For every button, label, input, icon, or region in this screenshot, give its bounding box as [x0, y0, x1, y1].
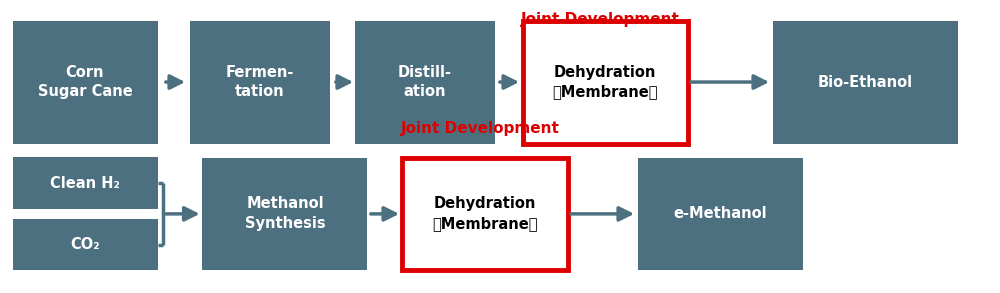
- Text: Fermen-
tation: Fermen- tation: [226, 65, 294, 99]
- Text: Bio-Ethanol: Bio-Ethanol: [817, 74, 913, 90]
- Text: e-Methanol: e-Methanol: [673, 206, 767, 222]
- FancyBboxPatch shape: [13, 21, 158, 144]
- FancyBboxPatch shape: [355, 21, 495, 144]
- Text: Dehydration
（Membrane）: Dehydration （Membrane）: [552, 65, 658, 99]
- Text: Joint Development: Joint Development: [401, 121, 559, 136]
- Text: Methanol
Synthesis: Methanol Synthesis: [245, 197, 325, 231]
- Text: Clean H₂: Clean H₂: [50, 176, 120, 191]
- Text: CO₂: CO₂: [70, 237, 100, 252]
- FancyBboxPatch shape: [522, 21, 688, 144]
- FancyBboxPatch shape: [190, 21, 330, 144]
- FancyBboxPatch shape: [402, 158, 568, 270]
- FancyBboxPatch shape: [13, 158, 158, 209]
- FancyBboxPatch shape: [202, 158, 367, 270]
- FancyBboxPatch shape: [13, 219, 158, 270]
- Text: Distill-
ation: Distill- ation: [398, 65, 452, 99]
- FancyBboxPatch shape: [638, 158, 802, 270]
- Text: Joint Development: Joint Development: [521, 12, 679, 27]
- Text: Dehydration
（Membrane）: Dehydration （Membrane）: [432, 197, 538, 231]
- Text: Corn
Sugar Cane: Corn Sugar Cane: [38, 65, 132, 99]
- FancyBboxPatch shape: [772, 21, 958, 144]
